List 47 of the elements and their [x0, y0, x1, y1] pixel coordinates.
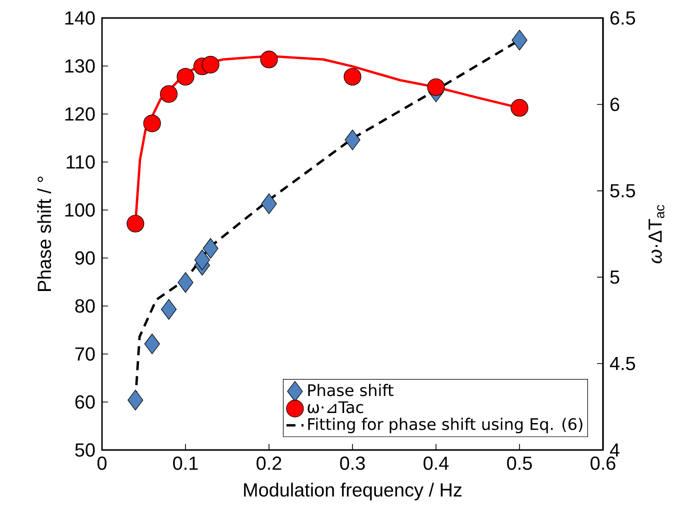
- y-tick-label: 140: [65, 11, 95, 25]
- y2-tick-label: 6.5: [610, 11, 636, 25]
- point: [194, 250, 210, 270]
- point: [160, 85, 178, 103]
- point: [344, 130, 360, 150]
- point: [427, 78, 445, 96]
- x-tick-label: 0.2: [256, 456, 282, 470]
- x-tick-label: 0.5: [507, 456, 532, 470]
- point: [510, 99, 528, 117]
- point: [144, 334, 160, 354]
- x-tick-label: 0.4: [424, 456, 449, 470]
- x-tick-label: 0: [97, 456, 107, 470]
- point: [128, 390, 144, 410]
- y2-tick-label: 5: [610, 270, 620, 284]
- point: [261, 193, 277, 214]
- y-tick-label: 60: [75, 395, 95, 409]
- point: [143, 114, 161, 132]
- y-tick-label: 100: [65, 203, 95, 217]
- y-tick-label: 80: [75, 299, 95, 313]
- point: [260, 50, 278, 68]
- y-tick-label: 130: [65, 59, 95, 73]
- y2-tick-label: 5.5: [610, 184, 636, 198]
- y2-tick-label: 6: [610, 98, 620, 112]
- y-tick-label: 110: [66, 155, 95, 169]
- y2-axis-title: ω·ΔT$_{ac}$: [648, 204, 664, 264]
- point: [176, 68, 194, 86]
- point: [202, 56, 220, 74]
- point: [512, 30, 528, 50]
- y-axis-title: Phase shift / °: [37, 176, 52, 291]
- point: [202, 238, 218, 259]
- x-tick-label: 0.3: [340, 456, 365, 470]
- x-tick-label: 0.1: [173, 456, 198, 470]
- y-tick-label: 70: [75, 347, 95, 361]
- point: [126, 214, 144, 232]
- x-tick-label: 0.6: [590, 456, 616, 470]
- point: [344, 68, 362, 86]
- legend-label: ω·⊿Tac: [308, 401, 364, 414]
- y-tick-label: 90: [75, 251, 95, 265]
- legend-label: Phase shift: [308, 384, 394, 396]
- x-axis-title: Modulation frequency / Hz: [244, 482, 462, 500]
- point: [178, 272, 194, 293]
- y-tick-label: 50: [75, 443, 95, 457]
- y2-tick-label: 4.5: [610, 357, 636, 370]
- y2-tick-label: 4: [610, 443, 620, 457]
- legend-label: Fitting for phase shift using Eq. (6): [308, 418, 582, 434]
- point: [161, 299, 177, 320]
- y-tick-label: 120: [65, 107, 95, 121]
